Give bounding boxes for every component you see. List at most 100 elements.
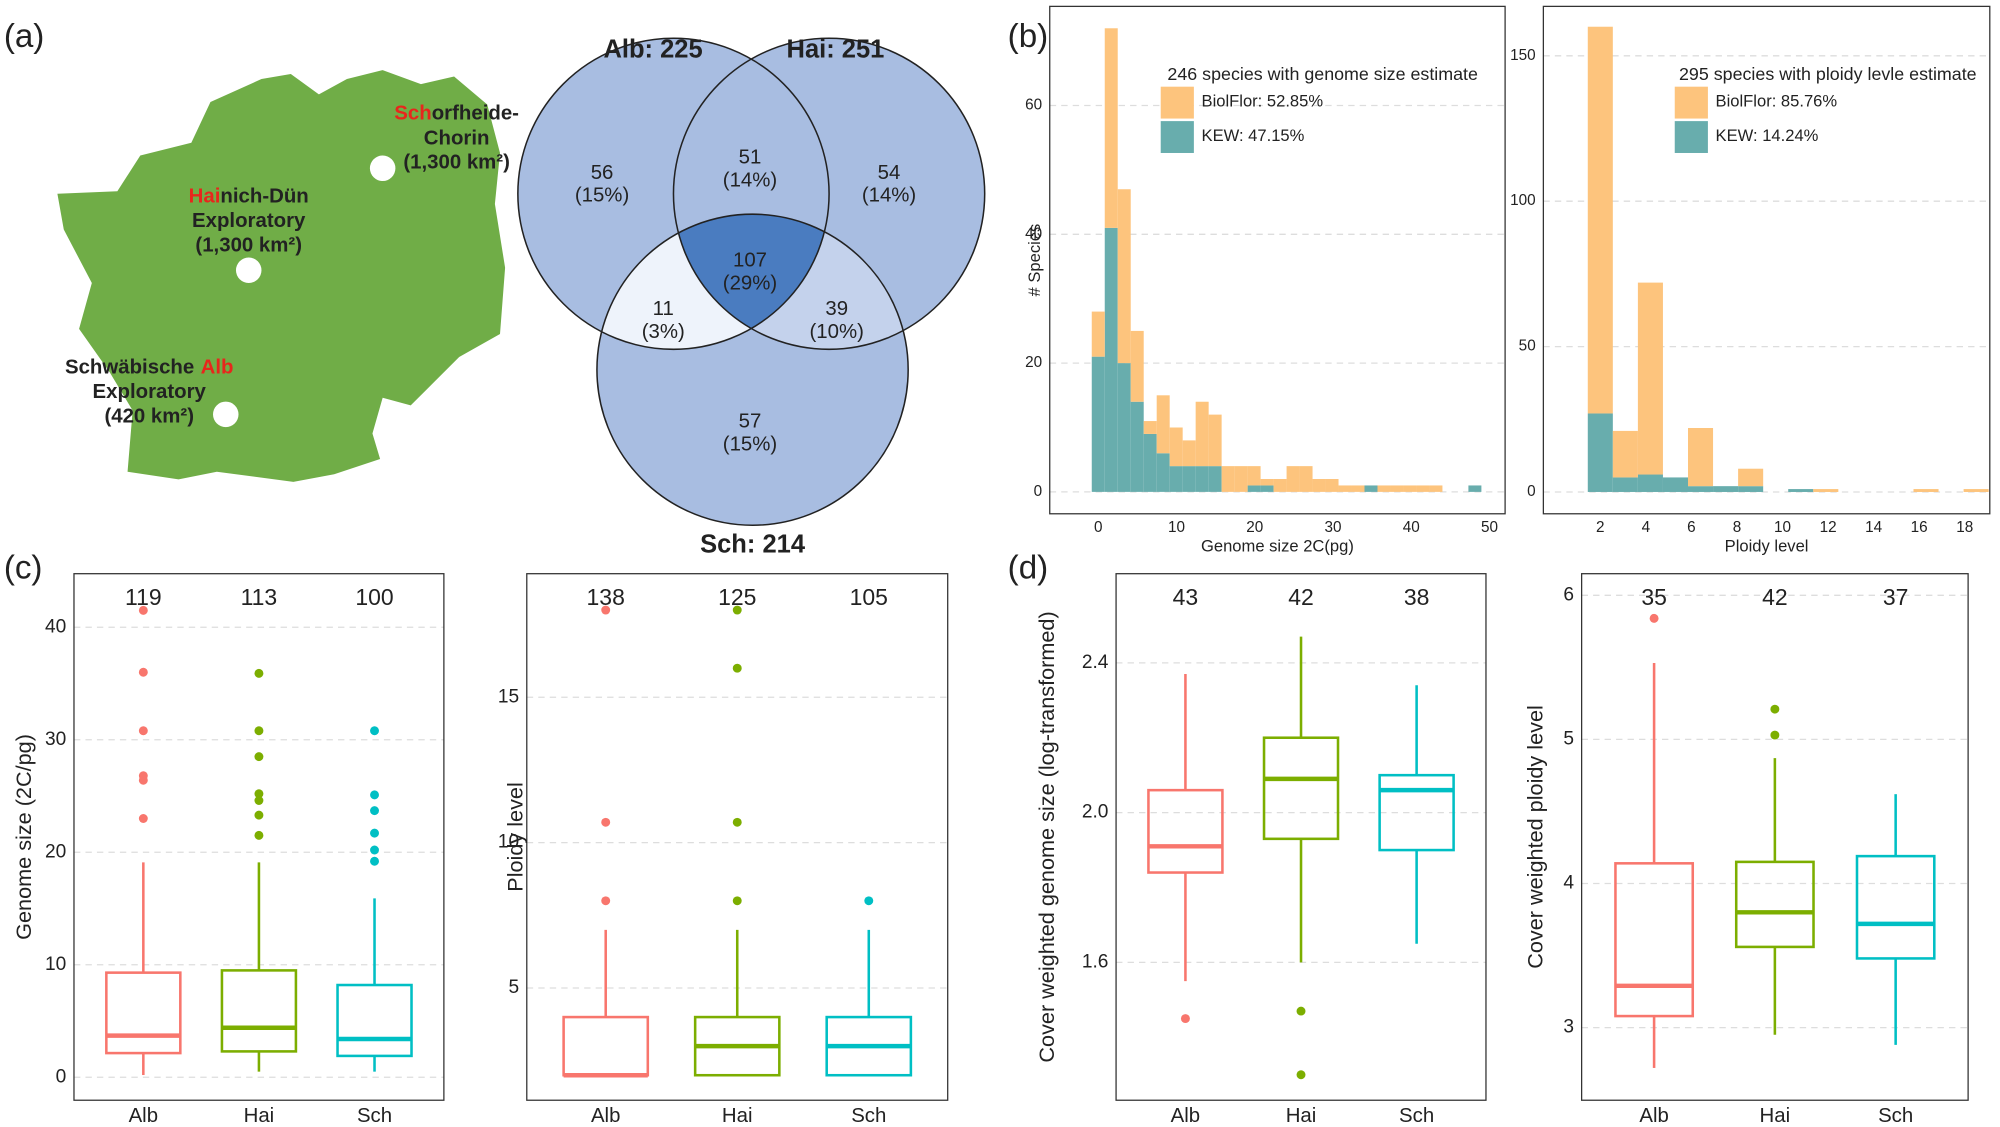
legend-key xyxy=(1674,86,1708,119)
count-label: 42 xyxy=(1288,584,1314,610)
site-marker xyxy=(369,155,396,182)
y-tick-label: 150 xyxy=(1510,47,1536,64)
x-tick-label: Alb xyxy=(129,1105,158,1127)
plot-frame xyxy=(73,573,445,1101)
venn-percent: (10%) xyxy=(810,321,864,343)
count-label: 35 xyxy=(1641,584,1667,610)
y-tick-label: 6 xyxy=(1563,584,1574,605)
histogram-bar xyxy=(1143,433,1157,492)
outlier xyxy=(1770,730,1780,740)
outlier xyxy=(1180,1014,1190,1024)
y-axis-label: Cover weighted genome size (log-transfor… xyxy=(1034,611,1059,1062)
y-tick-label: 60 xyxy=(1025,97,1042,114)
outlier xyxy=(254,668,264,678)
outlier xyxy=(1770,704,1780,714)
histogram-bar xyxy=(1182,466,1196,492)
outlier xyxy=(1649,613,1659,623)
histogram-bar xyxy=(1662,477,1689,492)
outlier xyxy=(601,605,611,615)
box xyxy=(1262,736,1340,841)
site-label: (1,300 km²) xyxy=(403,152,510,174)
y-tick-label: 0 xyxy=(1034,483,1043,500)
histogram-bar xyxy=(1813,489,1839,492)
histogram-bar xyxy=(1104,227,1118,492)
x-tick-label: 8 xyxy=(1733,519,1742,536)
histogram-bar xyxy=(1377,485,1391,492)
box xyxy=(1614,862,1695,1018)
legend-key xyxy=(1160,86,1194,119)
histogram-bar xyxy=(1130,330,1144,402)
histogram-bar xyxy=(1587,413,1613,492)
venn-percent: (29%) xyxy=(723,273,777,295)
count-label: 113 xyxy=(241,584,278,610)
legend-label: KEW: 14.24% xyxy=(1716,126,1819,145)
histogram-bar xyxy=(1104,28,1118,228)
site-highlight: Alb xyxy=(201,357,234,379)
legend-key xyxy=(1160,121,1194,153)
y-tick-label: 40 xyxy=(1025,225,1042,242)
x-tick-label: 6 xyxy=(1687,519,1696,536)
histogram-bar xyxy=(1713,486,1739,492)
x-tick-label: Sch xyxy=(1399,1105,1434,1127)
x-tick-label: 40 xyxy=(1403,519,1420,536)
legend-title: 246 species with genome size estimate xyxy=(1167,64,1478,84)
legend-label: BiolFlor: 85.76% xyxy=(1716,91,1838,110)
x-tick-label: 30 xyxy=(1324,519,1341,536)
outlier xyxy=(732,896,742,906)
y-tick-label: 100 xyxy=(1510,192,1536,209)
y-tick-label: 50 xyxy=(1519,338,1536,355)
histogram-bar xyxy=(1429,485,1443,492)
venn-outline xyxy=(672,37,986,351)
box xyxy=(1147,788,1224,874)
venn-percent: (14%) xyxy=(723,169,777,191)
x-tick-label: 18 xyxy=(1956,519,1973,536)
histogram-bar xyxy=(1091,356,1105,492)
outlier xyxy=(1296,1070,1306,1080)
venn-set-label: Alb: 225 xyxy=(603,36,702,64)
histogram-bar xyxy=(1325,479,1339,492)
histogram-bar xyxy=(1260,479,1274,486)
venn-count: 11 xyxy=(653,298,674,320)
legend-label: BiolFlor: 52.85% xyxy=(1202,91,1324,110)
outlier xyxy=(601,896,611,906)
outlier xyxy=(370,790,379,800)
panel-label: (d) xyxy=(1008,550,1049,587)
x-tick-label: 16 xyxy=(1911,519,1928,536)
y-tick-label: 30 xyxy=(45,729,66,750)
histogram-bar xyxy=(1788,489,1814,492)
y-tick-label: 10 xyxy=(498,832,519,853)
histogram-bar xyxy=(1091,311,1105,357)
histogram-bar xyxy=(1195,401,1209,467)
histogram-bar xyxy=(1247,466,1261,486)
outlier xyxy=(254,789,264,799)
site-label: Exploratory xyxy=(93,381,207,403)
venn-outline xyxy=(596,213,909,527)
y-tick-label: 2.0 xyxy=(1082,802,1109,823)
outlier xyxy=(138,605,148,615)
histogram-bar xyxy=(1195,466,1209,492)
histogram-bar xyxy=(1117,189,1131,364)
x-tick-label: 20 xyxy=(1246,519,1263,536)
box xyxy=(220,969,298,1053)
y-tick-label: 4 xyxy=(1563,873,1574,894)
outlier xyxy=(138,667,148,677)
panel-label: (c) xyxy=(4,550,43,587)
histogram-bar xyxy=(1468,485,1482,492)
x-tick-label: Hai xyxy=(1286,1105,1317,1127)
outlier xyxy=(732,817,742,827)
y-tick-label: 0 xyxy=(56,1066,67,1087)
histogram-bar xyxy=(1963,489,1989,492)
outlier xyxy=(1296,1006,1306,1016)
histogram-bar xyxy=(1416,485,1430,492)
count-label: 42 xyxy=(1762,584,1788,610)
histogram-bar xyxy=(1169,427,1183,467)
histogram-bar xyxy=(1286,466,1300,492)
box xyxy=(562,1015,650,1077)
site-label: (420 km²) xyxy=(104,405,194,427)
venn-count: 39 xyxy=(825,298,848,320)
histogram-bar xyxy=(1260,485,1274,492)
site-label: (1,300 km²) xyxy=(195,234,302,256)
legend-key xyxy=(1674,121,1708,153)
histogram-bar xyxy=(1169,466,1183,492)
site-label: Schwäbische Alb xyxy=(65,357,233,379)
